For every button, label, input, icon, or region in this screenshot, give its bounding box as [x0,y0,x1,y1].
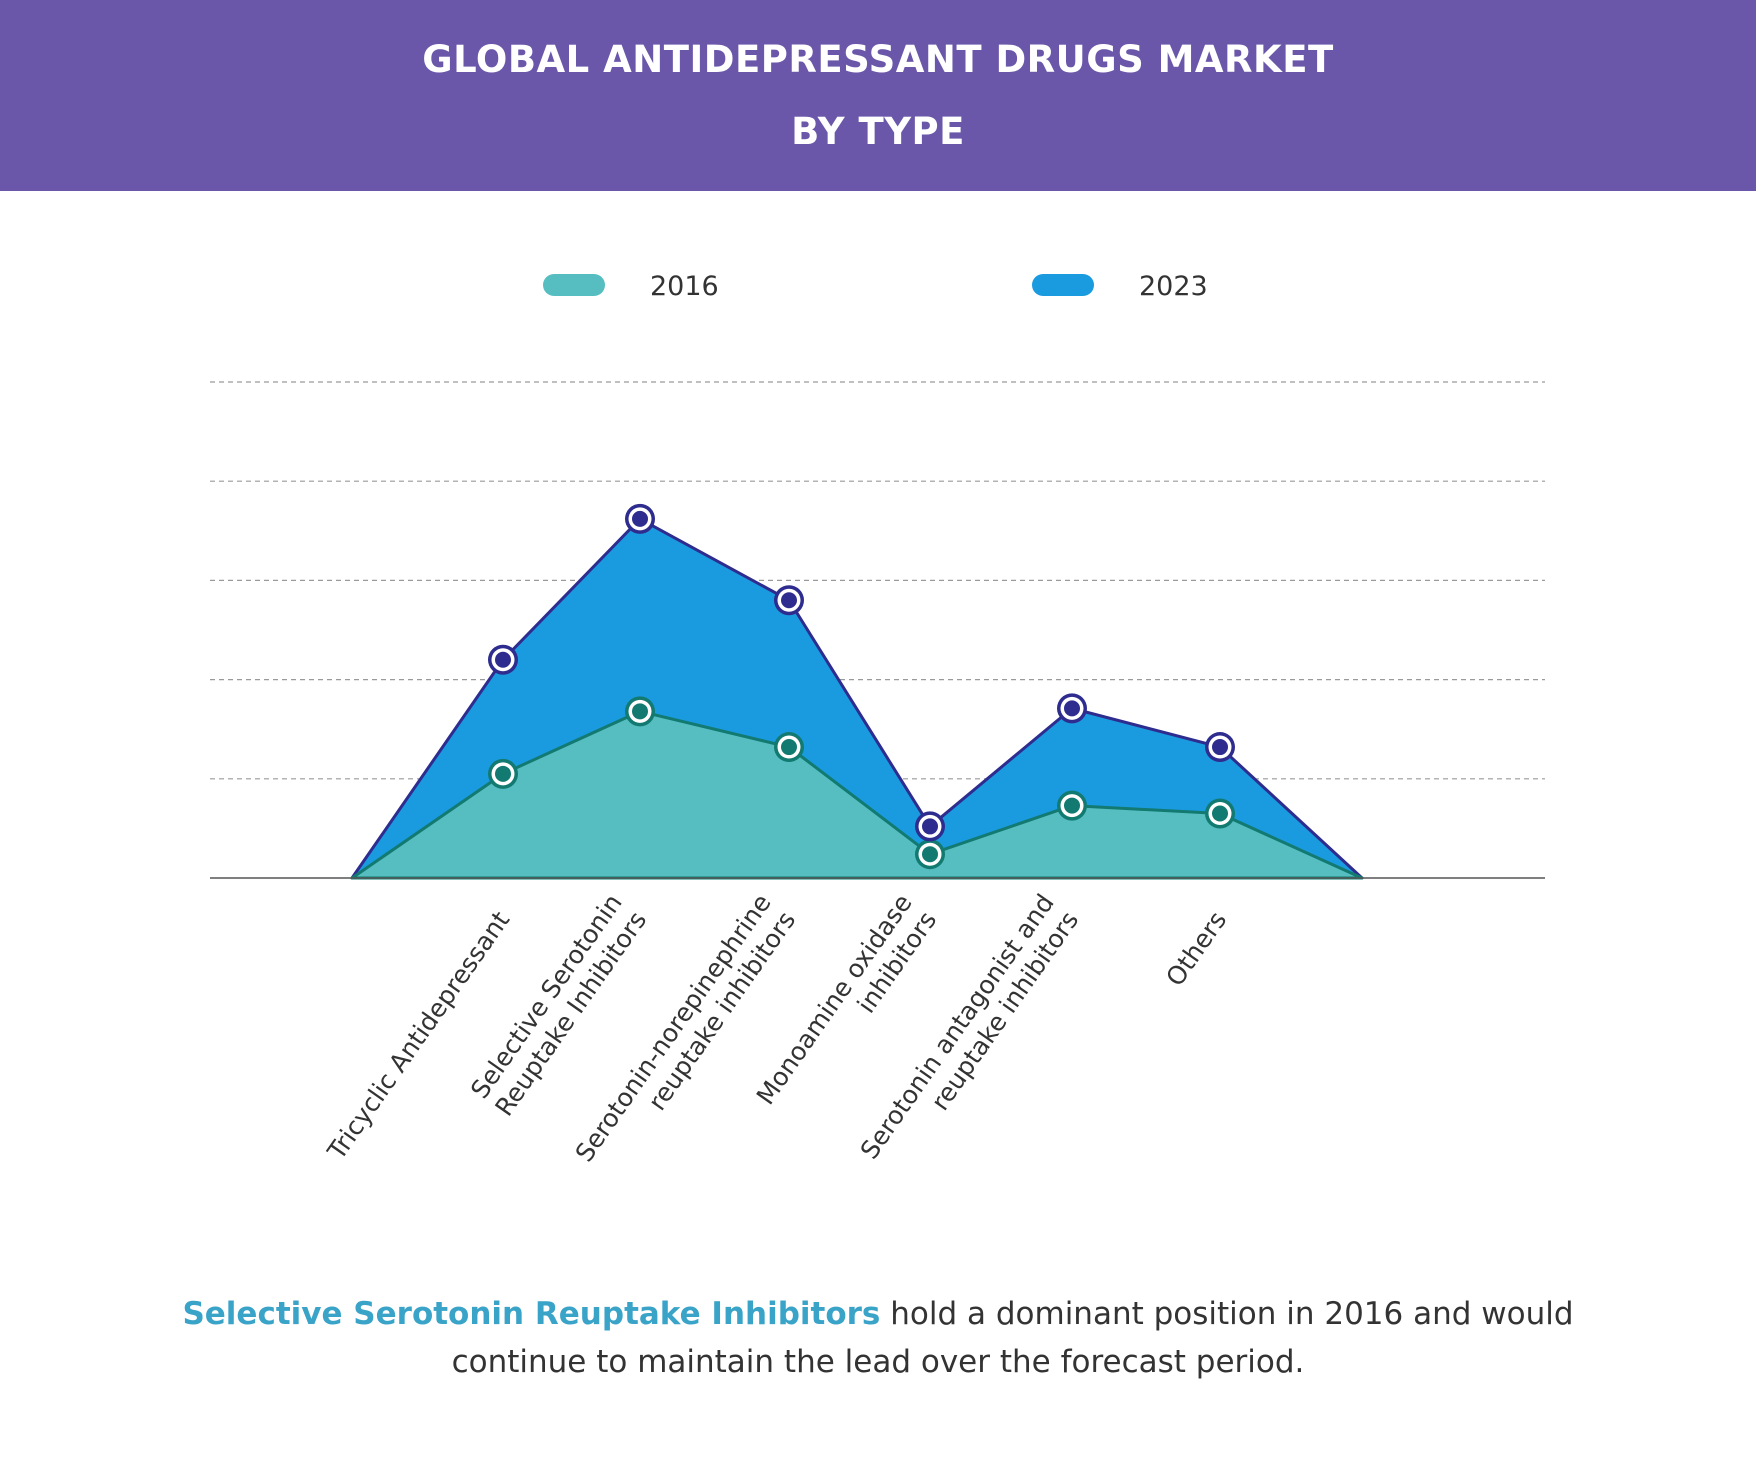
gridlines [210,381,1545,780]
category-label: Others [1160,906,1232,991]
data-point-2023 [488,644,518,675]
data-point-2016 [625,696,655,727]
caption-text: hold a dominant position in 2016 and wou… [451,1296,1574,1380]
category-label-line: Tricyclic Antidepressant [321,906,515,1166]
data-point-2016 [915,839,945,870]
caption: Selective Serotonin Reuptake Inhibitors … [150,1290,1606,1386]
area-chart: 2016 2023 Tricyclic AntidepressantSelecti… [210,271,1545,1167]
legend-label-2023: 2023 [1139,271,1208,302]
data-point-2016 [488,758,518,789]
data-point-2023 [774,585,804,616]
header-banner: GLOBAL ANTIDEPRESSANT DRUGS MARKET BY TY… [0,0,1756,191]
category-label-line: Others [1160,906,1232,991]
legend: 2016 2023 [543,271,1208,302]
legend-swatch-2016 [543,274,605,296]
data-point-2023 [1057,693,1087,724]
data-point-2016 [1205,798,1235,829]
category-label: Tricyclic Antidepressant [321,906,515,1166]
data-point-2016 [1057,790,1087,821]
chart-subtitle: BY TYPE [791,109,965,153]
data-point-2023 [1205,732,1235,763]
chart-title: GLOBAL ANTIDEPRESSANT DRUGS MARKET [422,37,1334,81]
caption-highlight: Selective Serotonin Reuptake Inhibitors [182,1296,881,1332]
legend-swatch-2023 [1032,274,1094,296]
data-markers [488,503,1235,870]
data-point-2016 [774,732,804,763]
data-point-2023 [625,503,655,534]
legend-label-2016: 2016 [650,271,719,302]
data-point-2023 [915,811,945,842]
